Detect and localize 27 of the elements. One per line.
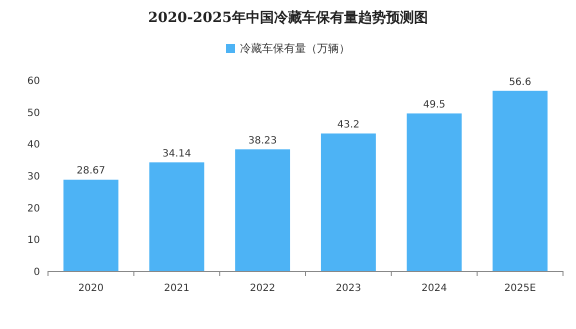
bar bbox=[63, 180, 118, 271]
bar bbox=[149, 162, 204, 271]
y-tick-label: 10 bbox=[27, 235, 40, 246]
y-tick-label: 40 bbox=[27, 140, 40, 151]
y-tick-label: 20 bbox=[27, 203, 40, 214]
data-label: 49.5 bbox=[423, 99, 446, 110]
y-tick-label: 0 bbox=[34, 267, 40, 278]
y-tick-label: 60 bbox=[27, 76, 40, 87]
bar bbox=[406, 113, 462, 271]
data-label: 56.6 bbox=[508, 76, 532, 88]
y-tick-label: 30 bbox=[27, 172, 40, 182]
data-label: 28.67 bbox=[76, 166, 106, 177]
x-tick-label: 2025E bbox=[504, 283, 536, 294]
data-label: 43.2 bbox=[337, 119, 360, 130]
legend-label: 冷藏车保有量（万辆） bbox=[240, 42, 350, 55]
y-tick-label: 50 bbox=[27, 108, 40, 119]
x-tick-label: 2023 bbox=[336, 283, 362, 294]
bar bbox=[235, 149, 290, 271]
bar bbox=[492, 90, 548, 271]
x-tick-label: 2020 bbox=[78, 283, 104, 294]
x-tick-label: 2022 bbox=[250, 283, 276, 294]
bar bbox=[320, 133, 376, 271]
chart-title: 2020-2025年中国冷藏车保有量趋势预测图 bbox=[148, 9, 428, 26]
x-tick-label: 2021 bbox=[164, 283, 190, 294]
data-label: 34.14 bbox=[162, 148, 192, 160]
data-label: 38.23 bbox=[248, 135, 277, 146]
x-tick-label: 2024 bbox=[422, 283, 447, 294]
